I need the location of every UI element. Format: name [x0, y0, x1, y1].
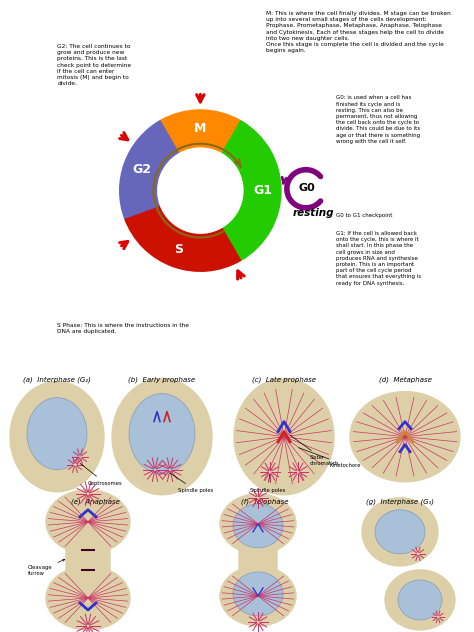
Text: Spindle poles: Spindle poles [170, 473, 213, 493]
Text: G0 to G1 checkpoint: G0 to G1 checkpoint [336, 212, 392, 217]
Text: (a)  Interphase (G₂): (a) Interphase (G₂) [23, 377, 91, 383]
Text: (b)  Early prophase: (b) Early prophase [128, 377, 196, 383]
Text: G2: The cell continues to
grow and produce new
proteins. This is the last
check : G2: The cell continues to grow and produ… [57, 44, 131, 86]
FancyBboxPatch shape [239, 537, 277, 583]
Ellipse shape [46, 566, 130, 630]
Text: G1: G1 [253, 184, 272, 197]
Ellipse shape [220, 566, 296, 626]
Ellipse shape [112, 379, 212, 495]
Text: (e)  Anaphase: (e) Anaphase [71, 499, 119, 505]
Text: M: M [194, 122, 207, 135]
Ellipse shape [362, 498, 438, 566]
Ellipse shape [233, 504, 283, 548]
Text: (f)  Telophase: (f) Telophase [241, 499, 289, 505]
Text: resting: resting [292, 207, 334, 217]
Ellipse shape [129, 394, 195, 474]
Ellipse shape [385, 570, 455, 630]
Wedge shape [160, 110, 241, 152]
Ellipse shape [350, 392, 460, 482]
Text: (d)  Metaphase: (d) Metaphase [379, 377, 431, 383]
Wedge shape [120, 121, 178, 218]
Ellipse shape [398, 580, 442, 620]
Wedge shape [125, 205, 241, 271]
Text: G0: is used when a cell has
finished its cycle and is
resting. This can also be
: G0: is used when a cell has finished its… [336, 95, 420, 143]
Ellipse shape [375, 510, 425, 554]
Text: Centrosomes: Centrosomes [80, 463, 123, 486]
Text: G2: G2 [132, 163, 151, 176]
Text: Cleavage
furrow: Cleavage furrow [28, 559, 65, 576]
Text: (g)  Interphase (G₁): (g) Interphase (G₁) [366, 499, 434, 506]
Text: S: S [174, 243, 183, 256]
Text: Spindle poles: Spindle poles [250, 475, 285, 493]
Text: Kinetochore: Kinetochore [299, 447, 362, 468]
Ellipse shape [46, 490, 130, 554]
Ellipse shape [220, 494, 296, 554]
Text: G0: G0 [299, 183, 315, 193]
Text: Sister
chromatids: Sister chromatids [290, 435, 340, 466]
Ellipse shape [27, 398, 87, 470]
Ellipse shape [233, 572, 283, 616]
Text: (c)  Late prophase: (c) Late prophase [252, 377, 316, 383]
Ellipse shape [234, 379, 334, 495]
Text: G1: If the cell is allowed back
onto the cycle, this is where it
shall start. In: G1: If the cell is allowed back onto the… [336, 231, 421, 286]
Text: S Phase: This is where the instructions in the
DNA are duplicated.: S Phase: This is where the instructions … [57, 322, 190, 334]
Text: M: This is where the cell finally divides. M stage can be broken
up into several: M: This is where the cell finally divide… [266, 11, 451, 53]
Ellipse shape [10, 382, 104, 492]
FancyBboxPatch shape [66, 534, 110, 586]
Wedge shape [222, 121, 281, 260]
